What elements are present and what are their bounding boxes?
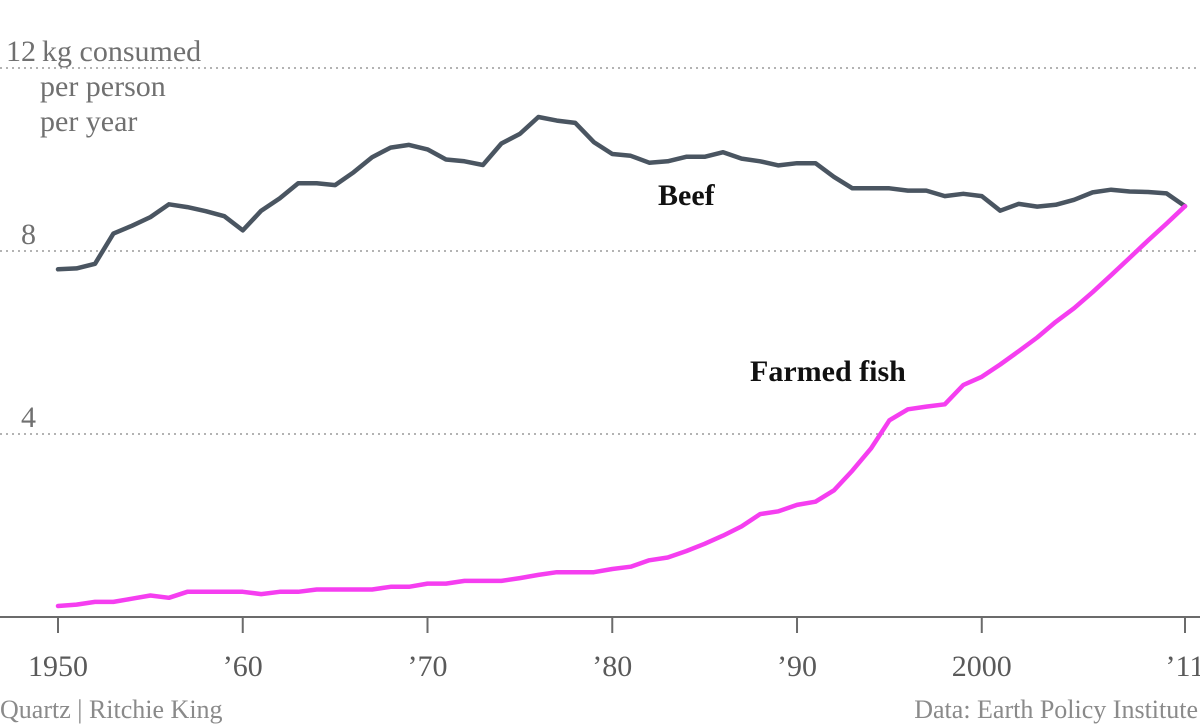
footer-credit: Quartz | Ritchie King xyxy=(0,695,223,724)
x-tick-label-1980: ’80 xyxy=(592,650,632,683)
x-tick-label-1950: 1950 xyxy=(28,650,88,683)
ylabel-line-1: kg consumed xyxy=(42,35,201,68)
footer-source: Data: Earth Policy Institute xyxy=(914,695,1198,724)
beef-series-label: Beef xyxy=(658,179,716,212)
x-tick-label-2000: 2000 xyxy=(952,650,1012,683)
x-tick-label-1970: ’70 xyxy=(408,650,448,683)
farmed-fish-series-line xyxy=(55,203,1188,609)
ylabel-line-2: per person xyxy=(40,70,166,103)
y-tick-label-8: 8 xyxy=(21,218,36,251)
axis-layer: 12 8 4 1950 ’60 ’70 ’80 ’90 2000 ’11 xyxy=(0,35,1200,683)
y-tick-label-4: 4 xyxy=(21,401,36,434)
x-tick-label-1990: ’90 xyxy=(777,650,817,683)
beef-series-line xyxy=(55,114,1188,272)
farmed-fish-series-label: Farmed fish xyxy=(750,355,906,388)
series-layer xyxy=(55,114,1188,609)
grid-layer xyxy=(0,67,1200,435)
ylabel-line-3: per year xyxy=(40,105,137,138)
y-tick-label-12: 12 xyxy=(6,35,36,68)
x-tick-label-2011: ’11 xyxy=(1166,650,1200,683)
x-tick-label-1960: ’60 xyxy=(223,650,263,683)
